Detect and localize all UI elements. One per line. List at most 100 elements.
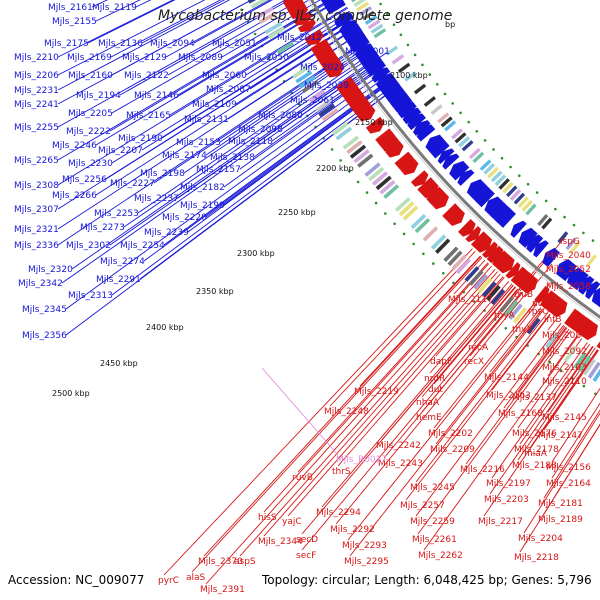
reverse-gene-label: ispG (560, 237, 580, 247)
reverse-gene-label: ruvB (292, 473, 313, 483)
tick-dot-outer (253, 32, 257, 36)
reverse-strand-gene (417, 177, 434, 193)
category-band-outer (592, 368, 600, 382)
category-band-outer (508, 303, 523, 320)
genome-backbone (307, 0, 600, 322)
reverse-gene-label: Mjls_2203 (484, 495, 529, 505)
forward-gene-label: Mjls_2190 (118, 134, 163, 144)
category-band-outer (422, 226, 439, 242)
tick-dot-inner (475, 130, 479, 133)
forward-strand-gene (334, 12, 354, 28)
forward-label-leader (249, 21, 357, 90)
reverse-label-leader (417, 328, 570, 535)
scale-tick-label: 2500 kbp (52, 389, 90, 398)
reverse-gene-label: Mjls_2262 (418, 551, 463, 561)
reverse-strand-gene (471, 231, 487, 248)
forward-label-leader (61, 58, 382, 284)
category-band-inner (458, 136, 471, 148)
category-band-inner (451, 128, 464, 140)
category-band-outer (346, 140, 363, 155)
reverse-label-leader (551, 402, 600, 479)
forward-strand-gene (466, 179, 485, 197)
reverse-strand-gene (539, 290, 556, 308)
reverse-gene-label: Mjls_2058 (546, 282, 591, 292)
reverse-strand-gene (375, 128, 395, 146)
forward-gene-label: Mjls_2205 (68, 109, 113, 119)
forward-strand-gene (542, 247, 560, 268)
forward-strand-gene (320, 0, 340, 9)
category-band-outer (276, 41, 294, 54)
reverse-label-leader (543, 409, 600, 499)
category-band-outer (301, 79, 319, 94)
forward-gene-label: Mjls_2051 (212, 39, 257, 49)
forward-gene-label: Mjls_2119 (92, 3, 137, 13)
forward-gene-label: Mjls_2230 (68, 159, 113, 169)
reverse-gene-label: Mjls_2092 (542, 347, 587, 357)
reverse-strand-gene (282, 0, 305, 13)
backbone-highlight (307, 0, 600, 322)
forward-gene-label: Mjls_2265 (14, 156, 59, 166)
forward-gene-label: Mjls_2153 (176, 138, 221, 148)
reverse-gene-label: Mjls_2259 (410, 517, 455, 527)
reverse-gene-label: Mjls_2209 (430, 445, 475, 455)
tick-dot-inner (428, 73, 432, 76)
category-band-inner (385, 45, 399, 56)
reverse-strand-gene (394, 151, 414, 170)
tick-dot-inner (467, 120, 471, 124)
forward-label-leader (57, 0, 231, 91)
reverse-gene-label: thyX (512, 325, 533, 335)
forward-label-leader (110, 0, 222, 58)
forward-label-leader (57, 38, 368, 246)
reverse-label-leader (547, 335, 578, 377)
category-band-outer (443, 246, 459, 262)
category-band-inner (498, 178, 510, 190)
category-band-inner (557, 231, 569, 244)
reverse-gene-label: Mjls_2292 (330, 525, 375, 535)
reverse-gene-label: Mjls_2117 (448, 295, 493, 305)
category-band-outer (486, 285, 501, 302)
tick-dot-outer (442, 271, 445, 275)
tick-dot-inner (386, 13, 389, 16)
category-band-outer (503, 299, 519, 317)
forward-label-leader (95, 0, 141, 22)
forward-label-leader (223, 68, 389, 188)
reverse-gene-label: Mjls_2248 (324, 407, 369, 417)
reverse-gene-label: yajC (282, 517, 302, 527)
forward-gene-label: Mjls_2012 (277, 33, 322, 43)
category-band-inner (509, 189, 522, 201)
forward-gene-label: Mjls_2273 (80, 223, 125, 233)
category-band-inner (468, 147, 481, 160)
category-band-inner (351, 0, 357, 3)
category-band-outer (468, 269, 484, 286)
category-band-inner (404, 71, 417, 82)
reverse-gene-label: thrS (332, 467, 351, 477)
reverse-gene-label: Mjls_2242 (376, 441, 421, 451)
reverse-label-leader (337, 276, 504, 467)
category-band-outer (247, 0, 257, 4)
reverse-label-leader (433, 286, 517, 385)
reverse-strand-gene (492, 250, 509, 269)
forward-label-leader (119, 0, 291, 96)
reverse-label-leader (523, 412, 600, 534)
forward-label-leader (57, 0, 206, 76)
scale-tick-label: 2100 kbp (390, 71, 428, 80)
reverse-label-leader (383, 291, 523, 459)
tick-dot-outer (402, 232, 406, 236)
forward-label-leader (165, 0, 271, 58)
forward-gene-label: Mjls_2256 (62, 175, 107, 185)
reverse-strand-gene (410, 170, 429, 187)
forward-gene-label: Mjls_2345 (22, 305, 67, 315)
category-band-outer (314, 98, 332, 113)
forward-gene-label: Mjls_2253 (94, 209, 139, 219)
category-band-outer (398, 201, 415, 217)
forward-gene-label: Mjls_2109 (192, 100, 237, 110)
forward-gene-label: Mjls_2118 (228, 137, 273, 147)
forward-label-leader (57, 30, 363, 230)
forward-gene-label: Mjls_2087 (206, 85, 251, 95)
forward-gene-label: Mjls_2222 (66, 127, 111, 137)
forward-gene-label: Mjls_2207 (98, 146, 143, 156)
category-band-outer (490, 288, 506, 305)
reverse-label-leader (547, 330, 572, 363)
forward-gene-label: Mjls_2160 (68, 71, 113, 81)
reverse-gene-label: nhaA (416, 398, 440, 408)
